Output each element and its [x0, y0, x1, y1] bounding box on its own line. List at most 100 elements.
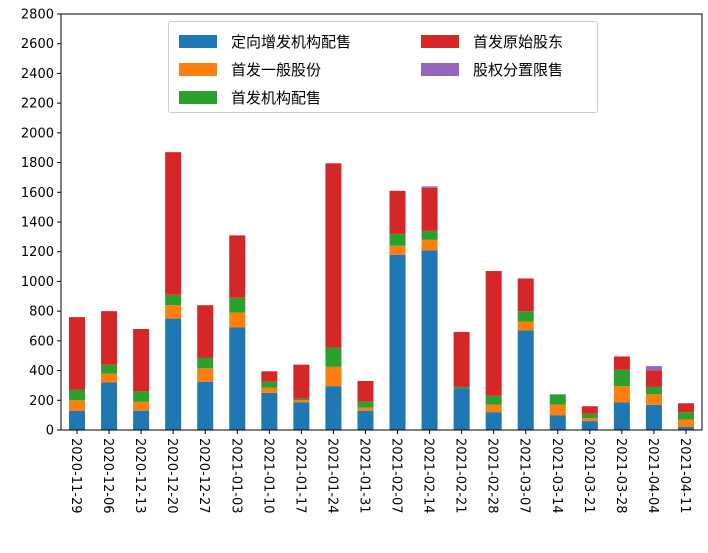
bar-segment	[549, 404, 566, 416]
y-tick-label: 2600	[21, 37, 54, 52]
bar-segment	[613, 356, 630, 370]
bar-segment	[389, 233, 406, 246]
y-tick-label: 2800	[21, 8, 54, 23]
legend-item-series-4: 股权分置限售	[421, 58, 563, 80]
bar-segment	[325, 163, 342, 348]
bar-segment	[101, 382, 118, 430]
bar-segment	[357, 401, 374, 408]
legend-swatch-0	[179, 34, 217, 48]
bar-segment	[581, 413, 598, 419]
bar-segment	[485, 404, 502, 413]
x-tick-label: 2021-01-24	[324, 438, 339, 514]
bar-segment	[421, 250, 438, 430]
bar-segment	[549, 415, 566, 430]
bar-segment	[645, 386, 662, 395]
bar-segment	[165, 152, 182, 295]
bar-segment	[485, 395, 502, 405]
x-tick-label: 2021-01-10	[260, 438, 275, 514]
bar-segment	[517, 330, 534, 430]
legend-label-1: 首发一般股份	[231, 60, 322, 79]
bar-segment	[485, 412, 502, 430]
bar-segment	[293, 398, 310, 401]
x-tick-label: 2021-01-31	[356, 438, 371, 514]
x-tick-label: 2020-11-29	[68, 438, 83, 514]
bar-segment	[421, 230, 438, 240]
bar-segment	[581, 421, 598, 430]
bar-segment	[197, 381, 214, 430]
y-tick-label: 800	[29, 305, 54, 320]
legend-item-series-3: 首发原始股东	[421, 30, 563, 52]
y-tick-label: 200	[29, 394, 54, 409]
x-tick-label: 2020-12-13	[132, 438, 147, 514]
bar-segment	[581, 418, 598, 422]
bar-segment	[645, 370, 662, 387]
bar-segment	[453, 331, 470, 387]
legend-item-series-1: 首发一般股份	[179, 58, 321, 80]
x-tick-label: 2020-12-27	[196, 438, 211, 514]
x-tick-label: 2021-04-11	[677, 438, 692, 514]
bar-segment	[645, 404, 662, 430]
bar-segment	[645, 394, 662, 405]
bar-segment	[197, 368, 214, 382]
x-tick-label: 2021-03-14	[549, 438, 564, 514]
bar-segment	[357, 407, 374, 411]
bar-segment	[69, 389, 86, 401]
bar-segment	[421, 239, 438, 251]
legend-swatch-3	[421, 34, 459, 48]
bar-segment	[261, 387, 278, 393]
y-tick-label: 1000	[21, 275, 54, 290]
bar-segment	[357, 380, 374, 402]
x-tick-label: 2021-03-07	[517, 438, 532, 514]
bar-segment	[453, 388, 470, 430]
bar-segment	[357, 410, 374, 430]
bar-segment	[613, 369, 630, 387]
bar-segment	[133, 401, 150, 411]
x-tick-label: 2021-01-03	[228, 438, 243, 514]
bar-segment	[485, 271, 502, 396]
bar-segment	[325, 386, 342, 430]
bar-segment	[293, 400, 310, 403]
x-tick-label: 2021-03-21	[581, 438, 596, 514]
y-tick-label: 0	[46, 424, 54, 439]
y-tick-label: 2400	[21, 67, 54, 82]
bar-segment	[421, 187, 438, 231]
bar-segment	[101, 364, 118, 374]
bar-segment	[165, 318, 182, 430]
bar-segment	[101, 373, 118, 383]
bar-segment	[165, 294, 182, 306]
bar-segment	[261, 371, 278, 382]
legend-label-4: 股权分置限售	[473, 60, 564, 79]
bar-segment	[677, 403, 694, 413]
bar-segment	[389, 254, 406, 430]
legend-label-0: 定向增发机构配售	[231, 32, 352, 51]
y-tick-label: 600	[29, 334, 54, 349]
y-tick-label: 1400	[21, 216, 54, 231]
bar-segment	[517, 311, 534, 322]
bar-segment	[389, 190, 406, 234]
bar-segment	[133, 391, 150, 402]
bar-segment	[69, 410, 86, 430]
bar-segment	[261, 381, 278, 388]
bar-segment	[165, 305, 182, 319]
x-tick-label: 2021-03-28	[613, 438, 628, 514]
x-tick-label: 2021-02-07	[389, 438, 404, 514]
x-tick-label: 2020-12-20	[164, 438, 179, 514]
y-tick-label: 2200	[21, 97, 54, 112]
bar-segment	[229, 297, 246, 313]
bar-segment	[677, 412, 694, 420]
bar-segment	[325, 347, 342, 367]
x-tick-label: 2020-12-06	[100, 438, 115, 514]
x-tick-label: 2021-01-17	[292, 438, 307, 514]
bar-segment	[389, 245, 406, 255]
x-tick-label: 2021-02-28	[485, 438, 500, 514]
bar-segment	[517, 321, 534, 331]
legend-label-2: 首发机构配售	[231, 88, 322, 107]
x-tick-label: 2021-02-21	[453, 438, 468, 514]
bar-segment	[293, 402, 310, 430]
legend: 定向增发机构配售 首发一般股份 首发机构配售 首发原始股东 股权分置限售	[168, 21, 598, 113]
bar-segment	[101, 311, 118, 365]
bar-segment	[133, 328, 150, 392]
bar-segment	[325, 366, 342, 387]
bar-segment	[645, 366, 662, 371]
bar-segment	[677, 419, 694, 428]
